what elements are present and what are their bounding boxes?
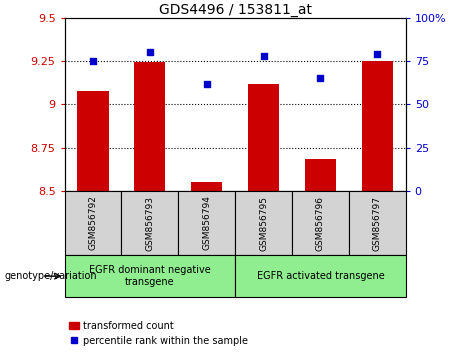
Text: GSM856797: GSM856797 <box>373 195 382 251</box>
Point <box>89 58 97 64</box>
Bar <box>248 84 279 191</box>
Point <box>203 81 210 86</box>
Bar <box>349 191 406 255</box>
Bar <box>65 191 121 255</box>
Bar <box>191 182 222 191</box>
Text: GSM856793: GSM856793 <box>145 195 154 251</box>
Bar <box>77 91 109 191</box>
Legend: transformed count, percentile rank within the sample: transformed count, percentile rank withi… <box>70 321 248 346</box>
Text: EGFR activated transgene: EGFR activated transgene <box>256 271 384 281</box>
Point <box>146 50 154 55</box>
Point <box>317 76 324 81</box>
Bar <box>305 159 336 191</box>
Bar <box>178 191 235 255</box>
Point <box>260 53 267 59</box>
Text: EGFR dominant negative
transgene: EGFR dominant negative transgene <box>89 265 211 287</box>
Bar <box>134 62 165 191</box>
Text: GSM856795: GSM856795 <box>259 195 268 251</box>
Bar <box>235 255 406 297</box>
Bar <box>292 191 349 255</box>
Text: GSM856796: GSM856796 <box>316 195 325 251</box>
Bar <box>65 255 235 297</box>
Title: GDS4496 / 153811_at: GDS4496 / 153811_at <box>159 3 312 17</box>
Text: genotype/variation: genotype/variation <box>5 271 97 281</box>
Bar <box>235 191 292 255</box>
Bar <box>121 191 178 255</box>
Text: GSM856794: GSM856794 <box>202 195 211 251</box>
Bar <box>361 61 393 191</box>
Point <box>373 51 381 57</box>
Text: GSM856792: GSM856792 <box>89 195 97 251</box>
